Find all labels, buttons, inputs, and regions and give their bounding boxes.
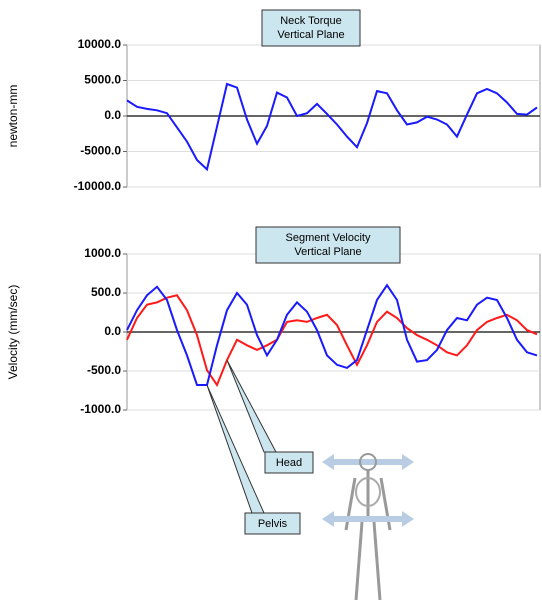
y-tick-label: 10000.0: [78, 37, 122, 51]
y-axis-label: newton-mm: [6, 85, 20, 148]
y-tick-label: -500.0: [87, 363, 121, 377]
chart-subtitle: Vertical Plane: [294, 246, 361, 258]
chart-title: Neck Torque: [280, 15, 342, 27]
y-tick-label: 1000.0: [84, 246, 121, 260]
skeleton-figure: [322, 454, 414, 600]
chart: -10000.0 -5000.0 0.0 5000.0 10000.0 newton-mm…: [0, 0, 542, 609]
legend-label: Head: [276, 457, 302, 469]
chart-title: Segment Velocity: [286, 232, 371, 244]
y-tick-label: 0.0: [104, 324, 121, 338]
y-tick-label: -1000.0: [80, 402, 121, 416]
legend-label: Pelvis: [258, 518, 288, 530]
y-tick-label: 500.0: [91, 285, 121, 299]
y-tick-label: -5000.0: [80, 144, 121, 158]
y-tick-label: 5000.0: [84, 73, 121, 87]
y-tick-label: -10000.0: [74, 179, 122, 193]
y-tick-label: 0.0: [104, 108, 121, 122]
chart-subtitle: Vertical Plane: [277, 29, 344, 41]
y-axis-label: Velocity (mm/sec): [6, 285, 20, 380]
